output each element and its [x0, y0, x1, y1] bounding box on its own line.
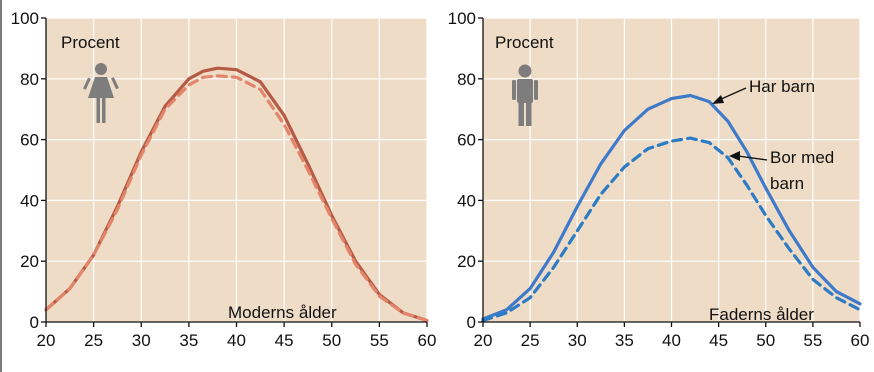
female-person-icon: [83, 63, 119, 123]
x-tick-label: 50: [756, 331, 775, 350]
male-person-icon: [512, 64, 538, 126]
x-tick-label: 60: [418, 331, 437, 350]
x-tick-label: 35: [615, 331, 634, 350]
series-layer: [44, 66, 429, 323]
series-line-0: [44, 66, 429, 323]
y-tick-label: 80: [20, 70, 39, 89]
y-tick-label: 0: [30, 313, 39, 332]
annotation-bor-med-barn-line1: Bor med: [770, 148, 834, 167]
grid: [46, 17, 428, 322]
x-tick-label: 60: [851, 331, 870, 350]
x-tick-label: 20: [37, 331, 56, 350]
series-layer: [481, 93, 862, 323]
x-tick-label: 20: [474, 331, 493, 350]
y-tick-label: 100: [448, 9, 476, 28]
y-axis-label: Procent: [61, 33, 120, 52]
axes: [478, 17, 861, 327]
x-tick-label: 40: [227, 331, 246, 350]
y-tick-label: 100: [11, 9, 39, 28]
x-tick-label: 45: [275, 331, 294, 350]
arrowhead-icon: [729, 151, 740, 161]
x-tick-label: 45: [709, 331, 728, 350]
x-tick-label: 55: [803, 331, 822, 350]
arrowhead-icon: [712, 95, 724, 104]
x-axis-label: Moderns ålder: [228, 303, 337, 322]
annotation-har-barn: Har barn: [712, 77, 815, 104]
annotation-har-barn-label: Har barn: [749, 77, 815, 96]
y-tick-label: 40: [457, 191, 476, 210]
y-tick-label: 20: [457, 252, 476, 271]
x-tick-label: 50: [322, 331, 341, 350]
series-line-1: [44, 74, 429, 323]
y-tick-label: 40: [20, 191, 39, 210]
axes: [41, 17, 428, 327]
annotation-bor-med-barn: Bor med barn: [729, 148, 834, 193]
y-tick-label: 60: [20, 131, 39, 150]
y-tick-label: 0: [467, 313, 476, 332]
series-line-1: [481, 136, 862, 323]
x-tick-label: 40: [662, 331, 681, 350]
annotation-arrow: [718, 87, 747, 101]
x-tick-label: 25: [521, 331, 540, 350]
annotation-bor-med-barn-line2: barn: [770, 174, 804, 193]
y-tick-label: 60: [457, 131, 476, 150]
x-tick-label: 35: [179, 331, 198, 350]
y-axis-label: Procent: [495, 33, 554, 52]
x-tick-label: 25: [84, 331, 103, 350]
x-tick-label: 30: [132, 331, 151, 350]
y-tick-label: 20: [20, 252, 39, 271]
x-tick-label: 55: [370, 331, 389, 350]
series-line-0: [481, 93, 862, 321]
x-axis-label: Faderns ålder: [709, 305, 814, 324]
y-tick-label: 80: [457, 70, 476, 89]
x-tick-label: 30: [568, 331, 587, 350]
annotation-arrow: [737, 155, 768, 161]
